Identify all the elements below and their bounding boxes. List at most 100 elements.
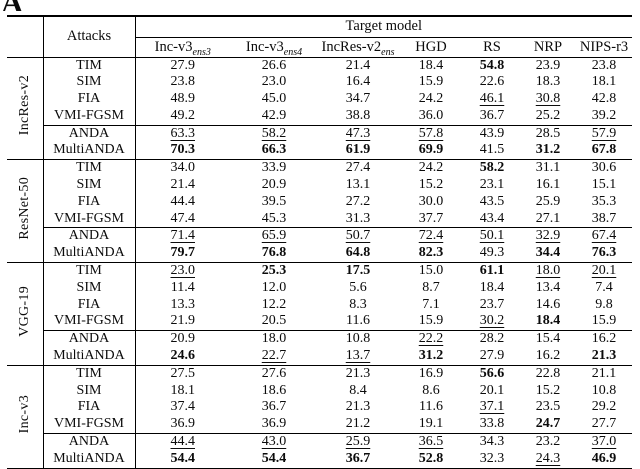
- value-cell: 82.3: [418, 245, 444, 261]
- value-cell: 30.8: [535, 91, 561, 107]
- value-cell: 16.9: [398, 364, 464, 383]
- table-row-inc-v3-vmi-fgsm: VMI-FGSM 36.9 36.9 21.2 19.1 33.8 24.7 27.7: [7, 416, 632, 434]
- table-row-incres-v2-anda: ANDA 63.3 58.2 47.3 57.8 43.9 28.5 57.9: [7, 124, 633, 143]
- table-row-inc-v3-multianda: MultiANDA 54.4 54.4 36.7 52.8 32.3 24.3 46.9: [7, 450, 632, 469]
- value-cell: 14.6: [535, 296, 561, 312]
- attack-name: ANDA: [43, 227, 136, 246]
- value-cell: 79.7: [170, 245, 196, 261]
- source-model-rotated-text: VGG-19: [16, 285, 32, 337]
- attack-name: TIM: [43, 262, 136, 280]
- col-header-nrp: NRP: [520, 37, 576, 58]
- attack-name: ANDA: [43, 330, 136, 349]
- table-row-resnet-50-vmi-fgsm: VMI-FGSM 47.4 45.3 31.3 37.7 43.4 27.1 38.7: [7, 210, 632, 228]
- attack-name: FIA: [43, 91, 136, 108]
- table-row-vgg-19-sim: SIM 11.4 12.0 5.6 8.7 18.4 13.4 7.4: [7, 279, 632, 297]
- attack-name: ANDA: [43, 433, 136, 451]
- value-cell: 49.2: [170, 107, 196, 123]
- value-cell: 34.0: [135, 159, 230, 178]
- value-cell: 26.6: [230, 56, 318, 75]
- value-cell: 16.2: [535, 348, 561, 364]
- value-cell: 39.2: [591, 107, 617, 123]
- value-cell: 36.9: [170, 416, 196, 432]
- attack-name: MultiANDA: [43, 450, 136, 469]
- table-row-vgg-19-fia: FIA 13.3 12.2 8.3 7.1 23.7 14.6 9.8: [7, 296, 632, 314]
- source-model-label: VGG-19: [7, 262, 44, 366]
- value-cell: 34.3: [464, 433, 520, 451]
- value-cell: 5.6: [349, 279, 367, 295]
- value-cell: 27.2: [345, 193, 371, 209]
- value-cell: 24.3: [535, 450, 561, 466]
- value-cell: 31.3: [345, 210, 371, 226]
- value-cell: 29.2: [591, 399, 617, 415]
- attack-name: MultiANDA: [43, 245, 136, 263]
- value-cell: 27.6: [230, 364, 318, 383]
- value-cell: 21.2: [345, 416, 371, 432]
- value-cell: 18.3: [535, 74, 561, 90]
- value-cell: 19.1: [418, 416, 444, 432]
- value-cell: 31.2: [535, 142, 561, 158]
- value-cell: 24.6: [170, 348, 196, 364]
- value-cell: 20.9: [261, 177, 287, 193]
- value-cell: 69.9: [418, 142, 444, 158]
- attack-name: SIM: [43, 74, 136, 92]
- value-cell: 36.7: [479, 107, 505, 123]
- source-model-label: Inc-v3: [7, 364, 44, 469]
- table-row-inc-v3-sim: SIM 18.1 18.6 8.4 8.6 20.1 15.2 10.8: [7, 382, 632, 400]
- value-cell: 12.0: [261, 279, 287, 295]
- value-cell: 13.4: [535, 279, 561, 295]
- results-table: Attacks Target model Inc-v3ens3 Inc-v3ens…: [7, 15, 633, 469]
- value-cell: 76.8: [261, 245, 287, 261]
- value-cell: 15.2: [535, 382, 561, 398]
- value-cell: 32.3: [479, 450, 505, 466]
- value-cell: 49.3: [479, 245, 505, 261]
- value-cell: 27.5: [135, 364, 230, 383]
- table-row-resnet-50-multianda: MultiANDA 79.7 76.8 64.8 82.3 49.3 34.4 76.3: [7, 245, 632, 263]
- value-cell: 54.4: [170, 450, 196, 466]
- value-cell: 36.7: [345, 450, 371, 466]
- value-cell: 17.5: [318, 262, 398, 280]
- table-row-resnet-50-sim: SIM 21.4 20.9 13.1 15.2 23.1 16.1 15.1: [7, 177, 632, 194]
- source-model-column-header: [7, 16, 44, 58]
- value-cell: 65.9: [230, 227, 318, 246]
- value-cell: 47.3: [318, 124, 398, 143]
- table-row-vgg-19-multianda: MultiANDA 24.6 22.7 13.7 31.2 27.9 16.2 21.3: [7, 348, 632, 366]
- value-cell: 13.7: [345, 348, 371, 364]
- value-cell: 20.1: [576, 262, 633, 280]
- attack-name: ANDA: [43, 124, 136, 143]
- header-row-top: Attacks Target model: [7, 16, 633, 58]
- value-cell: 16.2: [576, 330, 633, 349]
- value-cell: 67.8: [591, 142, 617, 158]
- value-cell: 20.1: [479, 382, 505, 398]
- cropped-heading-fragment: A: [0, 0, 34, 11]
- value-cell: 33.8: [479, 416, 505, 432]
- table-row-vgg-19-tim: VGG-19 TIM 23.0 25.3 17.5 15.0 61.1 18.0 20.1: [7, 262, 633, 366]
- value-cell: 52.8: [418, 450, 444, 466]
- value-cell: 21.4: [318, 56, 398, 75]
- value-cell: 36.0: [418, 107, 444, 123]
- value-cell: 50.7: [318, 227, 398, 246]
- value-cell: 23.7: [479, 296, 505, 312]
- header-row-models: Inc-v3ens3 Inc-v3ens4 IncRes-v2ens HGD RS NRP…: [7, 37, 633, 58]
- value-cell: 8.6: [422, 382, 440, 398]
- value-cell: 15.2: [418, 177, 444, 193]
- value-cell: 50.1: [464, 227, 520, 246]
- value-cell: 23.1: [479, 177, 505, 193]
- value-cell: 23.0: [135, 262, 230, 280]
- value-cell: 12.2: [261, 296, 287, 312]
- col-header-incres-v2ens: IncRes-v2ens: [318, 37, 398, 58]
- value-cell: 8.7: [422, 279, 440, 295]
- value-cell: 54.4: [261, 450, 287, 466]
- source-model-rotated-text: Inc-v3: [16, 394, 32, 433]
- value-cell: 43.9: [464, 124, 520, 143]
- col-header-rs: RS: [464, 37, 520, 58]
- value-cell: 42.9: [261, 107, 287, 123]
- value-cell: 41.5: [479, 142, 505, 158]
- value-cell: 21.4: [170, 177, 196, 193]
- value-cell: 70.3: [170, 142, 196, 158]
- value-cell: 20.9: [135, 330, 230, 349]
- table-row-resnet-50-fia: FIA 44.4 39.5 27.2 30.0 43.5 25.9 35.3: [7, 193, 632, 211]
- attacks-column-header: Attacks: [43, 16, 136, 58]
- table-row-inc-v3-tim: Inc-v3 TIM 27.5 27.6 21.3 16.9 56.6 22.8 21.1: [7, 364, 633, 469]
- value-cell: 61.1: [464, 262, 520, 280]
